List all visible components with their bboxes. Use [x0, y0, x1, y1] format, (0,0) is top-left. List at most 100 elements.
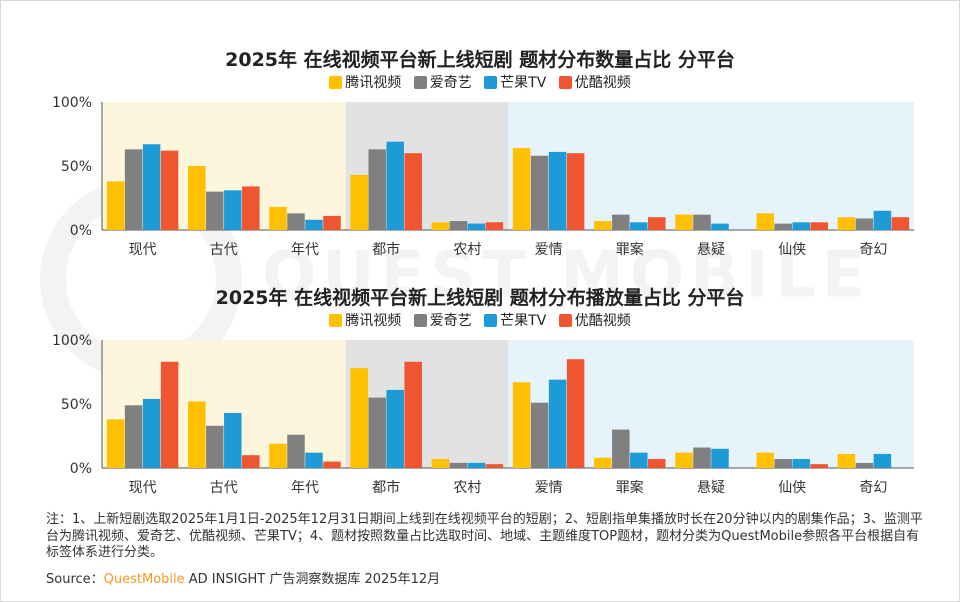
x-tick-label: 罪案	[616, 241, 644, 258]
bar-2-4	[467, 462, 486, 468]
bar-0-6	[594, 221, 612, 230]
bar-1-0	[124, 405, 143, 468]
bar-3-0	[160, 361, 179, 468]
bar-1-2	[287, 213, 305, 230]
x-tick-label: 现代	[129, 480, 157, 496]
bar-0-9	[837, 217, 856, 230]
bar-0-4	[431, 222, 450, 230]
bar-3-4	[485, 464, 504, 468]
bar-2-5	[548, 151, 567, 230]
bar-3-8	[810, 464, 828, 468]
legend-swatch	[484, 314, 498, 327]
bar-3-5	[566, 153, 585, 230]
bar-3-8	[810, 222, 828, 230]
legend-item-mango: 芒果TV	[484, 72, 546, 92]
bar-1-3	[368, 149, 386, 230]
x-tick-label: 年代	[291, 480, 319, 496]
category-band-0	[102, 340, 346, 468]
x-tick-label: 年代	[291, 242, 319, 258]
bar-0-6	[594, 457, 612, 468]
x-tick-label: 奇幻	[859, 479, 887, 496]
bar-3-1	[242, 186, 260, 230]
legend-swatch	[484, 76, 498, 89]
x-tick-label: 现代	[129, 242, 157, 258]
bar-1-7	[693, 447, 711, 468]
x-tick-label: 罪案	[616, 479, 644, 496]
bar-0-0	[106, 419, 125, 468]
bar-1-7	[693, 214, 711, 230]
bar-1-9	[855, 462, 874, 468]
bar-1-9	[855, 218, 874, 230]
bar-1-6	[612, 214, 630, 230]
y-tick-label: 50%	[61, 397, 92, 413]
bar-3-4	[485, 222, 504, 230]
bar-2-6	[630, 452, 648, 468]
x-tick-label: 都市	[372, 241, 400, 258]
bar-0-8	[756, 452, 774, 468]
bar-2-4	[467, 223, 486, 230]
bar-2-9	[873, 453, 892, 468]
legend-item-tencent: 腾讯视频	[329, 310, 401, 330]
bar-3-1	[242, 455, 260, 468]
legend-swatch	[413, 76, 427, 89]
bar-1-4	[449, 221, 468, 230]
bar-2-1	[224, 412, 242, 468]
bar-2-3	[386, 141, 404, 230]
bar-1-0	[124, 149, 143, 230]
bar-plot: 100% 50% 0% 现代 古代 年代 都市 农村 爱情 罪案 悬疑 仙侠 奇幻	[52, 95, 914, 258]
bar-1-4	[449, 462, 468, 468]
bar-0-5	[512, 382, 531, 468]
legend: 腾讯视频 爱奇艺 芒果TV 优酷视频	[0, 310, 960, 330]
x-tick-label: 悬疑	[697, 242, 725, 258]
chart-title: 2025年 在线视频平台新上线短剧 题材分布数量占比 分平台	[225, 49, 735, 71]
bar-2-3	[386, 389, 404, 468]
bar-3-3	[404, 361, 422, 468]
legend-swatch	[329, 314, 343, 327]
x-tick-label: 农村	[453, 242, 481, 258]
bar-0-0	[106, 181, 125, 230]
bar-3-2	[323, 461, 341, 468]
footnote: 注：1、上新短剧选取2025年1月1日-2025年12月31日期间上线到在线视频…	[46, 512, 923, 560]
legend-swatch	[413, 314, 427, 327]
bar-2-0	[142, 144, 161, 230]
x-tick-label: 古代	[210, 242, 238, 258]
bar-0-3	[350, 368, 368, 468]
x-tick-label: 都市	[372, 479, 400, 496]
x-tick-label: 仙侠	[778, 242, 806, 258]
x-tick-label: 农村	[453, 480, 481, 496]
bar-0-3	[350, 174, 368, 230]
bar-0-2	[269, 443, 287, 468]
bar-0-1	[188, 166, 206, 230]
bar-0-8	[756, 213, 774, 230]
chart-title: 2025年 在线视频平台新上线短剧 题材分布播放量占比 分平台	[215, 287, 745, 309]
y-tick-label: 0%	[70, 223, 92, 239]
bar-1-1	[206, 191, 224, 230]
bar-2-0	[142, 398, 161, 468]
bar-3-6	[648, 217, 666, 230]
bar-0-1	[188, 401, 206, 468]
x-tick-label: 爱情	[535, 480, 563, 496]
legend-swatch	[558, 76, 572, 89]
x-tick-label: 悬疑	[697, 480, 725, 496]
bar-3-3	[404, 153, 422, 230]
bar-2-7	[711, 223, 729, 230]
y-tick-label: 100%	[52, 95, 92, 111]
bar-2-1	[224, 190, 242, 230]
x-tick-label: 古代	[210, 480, 238, 496]
bar-1-2	[287, 434, 305, 468]
bar-1-8	[774, 223, 792, 230]
legend-swatch	[558, 314, 572, 327]
legend-item-mango: 芒果TV	[484, 310, 546, 330]
legend-swatch	[329, 76, 343, 89]
bar-2-8	[792, 459, 810, 468]
bar-1-5	[530, 402, 549, 468]
bar-2-2	[305, 219, 323, 230]
x-tick-label: 奇幻	[859, 241, 887, 258]
bar-2-7	[711, 448, 729, 468]
y-tick-label: 100%	[52, 333, 92, 349]
bar-3-9	[891, 217, 910, 230]
legend-item-iqiyi: 爱奇艺	[413, 72, 472, 92]
y-tick-label: 0%	[70, 461, 92, 477]
category-band-0	[102, 102, 346, 230]
bar-2-9	[873, 210, 892, 230]
